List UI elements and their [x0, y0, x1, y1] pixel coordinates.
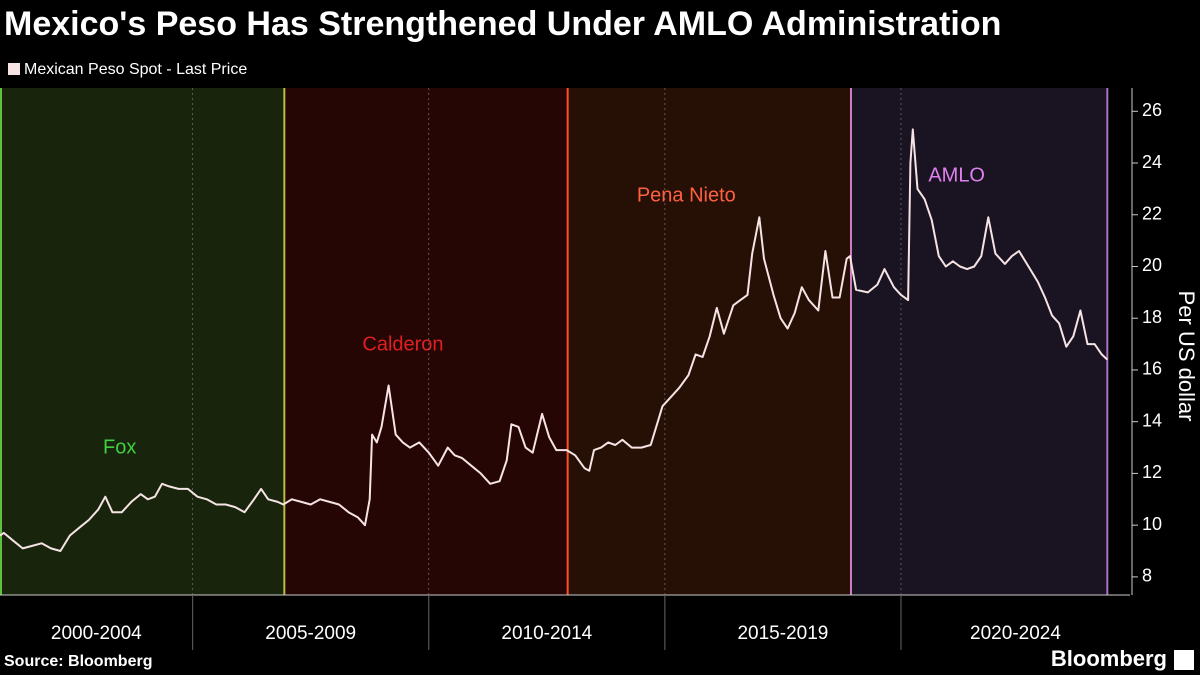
y-tick-label: 12 [1142, 462, 1162, 482]
legend-label: Mexican Peso Spot - Last Price [24, 61, 247, 78]
y-tick-label: 20 [1142, 255, 1162, 275]
brand: Bloomberg [1051, 646, 1167, 671]
x-period-label: 2020-2024 [970, 623, 1061, 644]
y-tick-label: 14 [1142, 410, 1162, 430]
administration-label: AMLO [928, 164, 985, 186]
administration-band [0, 88, 284, 595]
y-axis-label: Per US dollar [1174, 291, 1199, 422]
x-period-label: 2015-2019 [737, 623, 828, 644]
legend-swatch [8, 63, 20, 75]
y-tick-label: 24 [1142, 152, 1162, 172]
y-tick-label: 8 [1142, 566, 1152, 586]
source: Source: Bloomberg [4, 653, 152, 670]
x-period-label: 2005-2009 [265, 623, 356, 644]
y-tick-label: 26 [1142, 100, 1162, 120]
brand-icon [1174, 650, 1194, 670]
administration-label: Pena Nieto [637, 184, 736, 206]
y-tick-label: 10 [1142, 514, 1162, 534]
x-period-label: 2000-2004 [51, 623, 142, 644]
chart-title: Mexico's Peso Has Strengthened Under AML… [4, 5, 1001, 43]
y-tick-label: 18 [1142, 307, 1162, 327]
administration-label: Calderon [362, 333, 443, 355]
administration-label: Fox [103, 436, 136, 458]
y-tick-label: 22 [1142, 204, 1162, 224]
price-line [0, 128, 1108, 552]
x-period-label: 2010-2014 [501, 623, 592, 644]
administration-band [283, 88, 567, 595]
y-tick-label: 16 [1142, 359, 1162, 379]
